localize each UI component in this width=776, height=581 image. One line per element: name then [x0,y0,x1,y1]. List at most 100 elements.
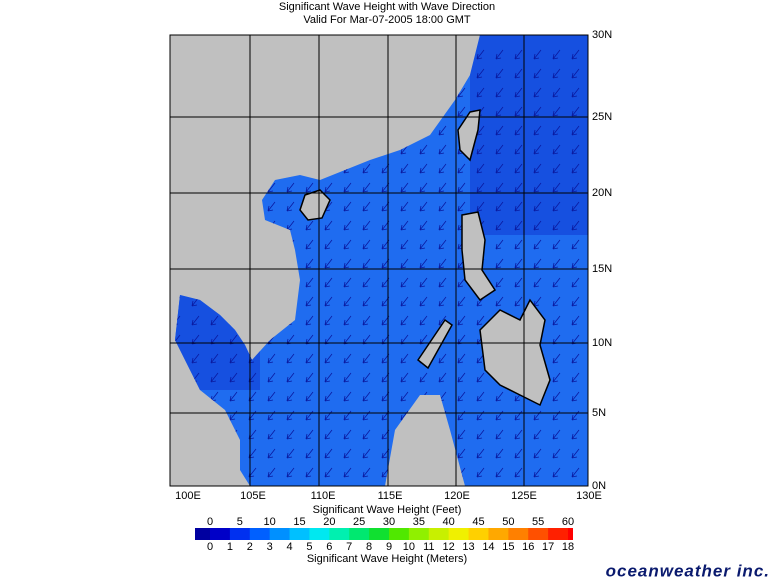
wave-arrow [476,87,485,98]
wave-arrow [457,277,466,288]
meters-tick: 14 [482,541,494,553]
meters-tick: 9 [386,541,392,553]
logo: oceanweather inc. [606,561,770,580]
wave-arrow [552,201,561,212]
luzon [461,211,497,302]
wave-arrow [229,372,238,383]
map [169,34,589,487]
lon-label: 115E [378,490,403,502]
wave-arrow [514,182,523,193]
meters-tick: 4 [286,541,292,553]
lon-label: 110E [311,490,336,502]
wave-arrow [533,125,542,136]
wave-arrow [343,277,352,288]
wave-arrow [552,182,561,193]
colorbar-lead [195,528,210,540]
wave-arrow [267,353,276,364]
wave-arrow [514,201,523,212]
colorbar-swatch [369,528,390,540]
wave-arrow [476,429,485,440]
wave-arrow [343,220,352,231]
lat-label: 5N [592,407,606,419]
wave-arrow [476,182,485,193]
wave-arrow [438,163,447,174]
wave-arrow [400,391,409,402]
feet-tick: 20 [323,516,335,528]
wave-arrow [286,467,295,478]
colorbar-swatch [249,528,271,540]
wave-arrow [552,372,561,383]
wave-arrow [305,277,314,288]
map-title: Significant Wave Height with Wave Direct… [279,1,495,13]
wave-arrow [571,68,580,79]
wave-arrow [495,87,504,98]
wave-arrow [457,106,466,117]
wave-arrow [400,182,409,193]
wave-arrow [324,296,333,307]
wave-arrow [552,106,561,117]
wave-arrow [267,372,276,383]
meters-tick: 6 [326,541,332,553]
wave-arrow [324,315,333,326]
wave-arrow [495,391,504,402]
wave-arrow [552,125,561,136]
wave-arrow [533,87,542,98]
wave-arrow [533,239,542,250]
wave-arrow [533,220,542,231]
wave-arrow [495,220,504,231]
wave-arrow [343,315,352,326]
palawan [416,318,453,370]
wave-arrow [305,239,314,250]
wave-arrow [571,182,580,193]
wave-arrow [419,239,428,250]
wave-arrow [438,258,447,269]
wave-arrow [552,68,561,79]
frame [169,34,589,487]
meters-tick: 7 [346,541,352,553]
wave-arrow [533,106,542,117]
wave-arrow [267,391,276,402]
wave-arrow [400,239,409,250]
wave-arrow [552,429,561,440]
meters-label: Significant Wave Height (Meters) [307,553,467,565]
meters-tick: 5 [306,541,312,553]
wave-arrow [476,201,485,212]
wave-arrow [400,296,409,307]
wave-arrow [419,296,428,307]
wave-arrow [438,144,447,155]
wave-arrow [362,182,371,193]
wave-arrow [400,353,409,364]
wave-arrow [305,372,314,383]
wave-arrow [438,372,447,383]
wave-arrow [267,429,276,440]
wave-arrow [438,353,447,364]
wave-arrow [495,467,504,478]
wave-arrow [571,106,580,117]
wave-arrow [533,68,542,79]
wave-arrow [343,182,352,193]
wave-arrow [495,239,504,250]
lat-label: 30N [592,29,612,41]
wave-arrow [343,239,352,250]
wave-arrow [476,448,485,459]
wave-arrow [362,448,371,459]
wave-arrow [419,182,428,193]
colorbar: 0 5 10 15 20 25 30 35 40 45 50 55 600 1 2 3 4 5 6 7 8 9 10 11 12… [195,516,574,553]
wave-arrow [495,448,504,459]
wave-arrow [533,448,542,459]
wave-arrow [476,163,485,174]
hainan [299,189,331,221]
wave-arrow [552,87,561,98]
wave-arrow [305,315,314,326]
meters-tick: 17 [542,541,554,553]
wave-arrow [533,163,542,174]
feet-tick: 5 [237,516,243,528]
wave-arrow [457,391,466,402]
wave-arrow [343,448,352,459]
lat-labels: 30N 25N 20N 15N 10N 5N 0N [592,29,612,492]
wave-arrow [495,49,504,60]
wave-arrow [495,258,504,269]
colorbar-swatch [229,528,251,540]
lat-label: 15N [592,263,612,275]
colorbar-swatch [329,528,350,540]
